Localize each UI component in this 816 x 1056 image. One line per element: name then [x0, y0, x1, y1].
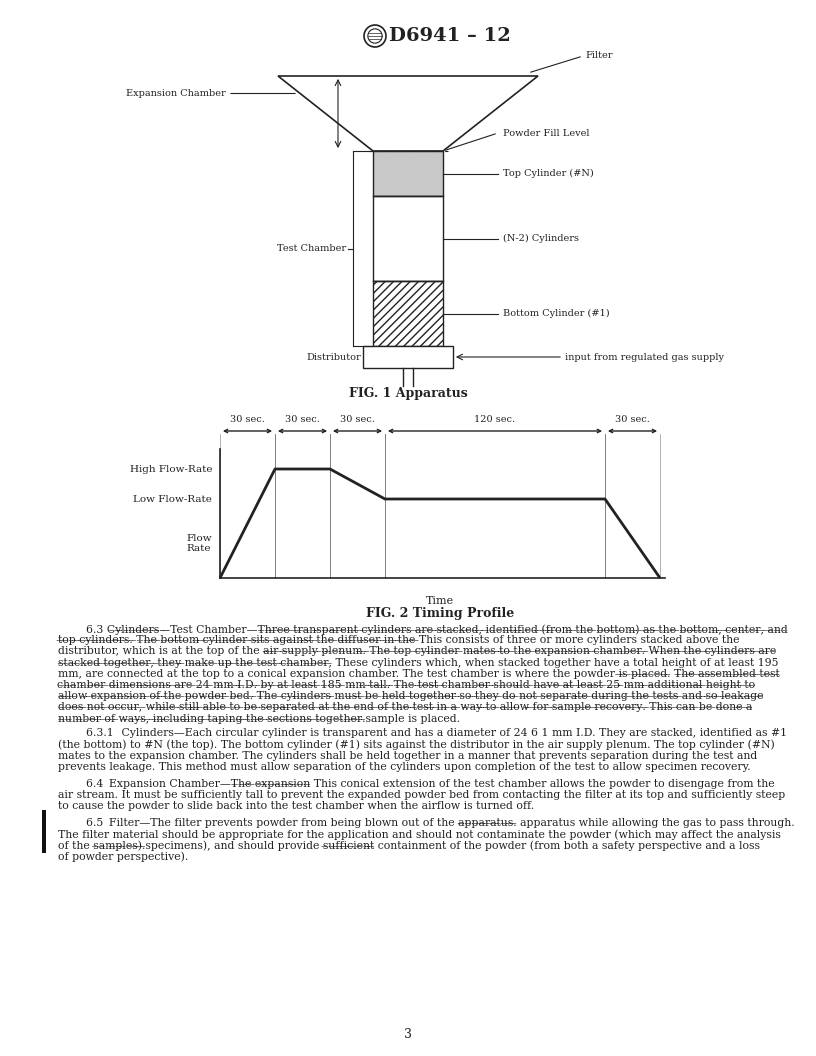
Text: c̶h̶a̶m̶b̶e̶r̶ ̶d̶i̶m̶e̶n̶s̶i̶o̶n̶s̶ ̶a̶r̶e̶ ̶2̶4̶ ̶m̶m̶ ̶I̶.̶D̶.̶ ̶b̶y̶ ̶a̶t̶ ̶: c̶h̶a̶m̶b̶e̶r̶ ̶d̶i̶m̶e̶n̶s̶i̶o̶n̶s̶ ̶a̶… — [58, 680, 756, 690]
Text: a̶l̶l̶o̶w̶ ̶e̶x̶p̶a̶n̶s̶i̶o̶n̶ ̶o̶f̶ ̶t̶h̶e̶ ̶p̶o̶w̶d̶e̶r̶ ̶b̶e̶d̶.̶ ̶T̶h̶e̶ ̶c̶: a̶l̶l̶o̶w̶ ̶e̶x̶p̶a̶n̶s̶i̶o̶n̶ ̶o̶f̶ ̶t̶… — [58, 692, 764, 701]
Text: Filter: Filter — [585, 52, 613, 60]
Text: mm, are connected at the top to a conical expansion chamber. The test chamber is: mm, are connected at the top to a conica… — [58, 668, 780, 679]
Text: s̶t̶a̶c̶k̶e̶d̶ ̶t̶o̶g̶e̶t̶h̶e̶r̶,̶ ̶t̶h̶e̶y̶ ̶m̶a̶k̶e̶ ̶u̶p̶ ̶t̶h̶e̶ ̶t̶e̶s̶t̶ ̶: s̶t̶a̶c̶k̶e̶d̶ ̶t̶o̶g̶e̶t̶h̶e̶r̶,̶ ̶t̶h̶… — [58, 658, 778, 667]
Text: Expansion Chamber: Expansion Chamber — [126, 89, 226, 98]
Text: (the bottom) to #N (the top). The bottom cylinder (#1) sits against the distribu: (the bottom) to #N (the top). The bottom… — [58, 739, 774, 750]
Text: input from regulated gas supply: input from regulated gas supply — [565, 353, 724, 361]
Bar — [373, 281, 443, 346]
Text: prevents leakage. This method must allow separation of the cylinders upon comple: prevents leakage. This method must allow… — [58, 761, 751, 772]
Text: Time: Time — [426, 596, 454, 606]
Bar — [42, 810, 46, 853]
Text: 120 sec.: 120 sec. — [474, 415, 516, 425]
Text: (N-2) Cylinders: (N-2) Cylinders — [503, 234, 579, 243]
Text: 6.5  Filter—The filter prevents powder from being blown out of the a̶p̶p̶a̶r̶a̶t: 6.5 Filter—The filter prevents powder fr… — [86, 817, 795, 828]
Text: Flow
Rate: Flow Rate — [186, 533, 212, 553]
Text: 30 sec.: 30 sec. — [340, 415, 375, 425]
Text: 6.3.1   Cylinders—Each circular cylinder is transparent and has a diameter of 24: 6.3.1 Cylinders—Each circular cylinder i… — [86, 729, 787, 738]
Text: 6.4  Expansion Chamber—T̶h̶e̶ ̶e̶x̶p̶a̶n̶s̶i̶o̶n̶ This conical extension of the : 6.4 Expansion Chamber—T̶h̶e̶ ̶e̶x̶p̶a̶n̶… — [86, 778, 774, 789]
Text: Top Cylinder (#N): Top Cylinder (#N) — [503, 169, 594, 178]
Text: 30 sec.: 30 sec. — [230, 415, 265, 425]
Text: d̶o̶e̶s̶ ̶n̶o̶t̶ ̶o̶c̶c̶u̶r̶,̶ ̶w̶h̶i̶l̶e̶ ̶s̶t̶i̶l̶l̶ ̶a̶b̶l̶e̶ ̶t̶o̶ ̶b̶e̶ ̶s̶: d̶o̶e̶s̶ ̶n̶o̶t̶ ̶o̶c̶c̶u̶r̶,̶ ̶w̶h̶i̶l̶… — [58, 702, 752, 713]
Text: 3: 3 — [404, 1027, 412, 1040]
Text: Bottom Cylinder (#1): Bottom Cylinder (#1) — [503, 309, 610, 318]
Text: t̶o̶p̶ ̶c̶y̶l̶i̶n̶d̶e̶r̶s̶.̶ ̶T̶h̶e̶ ̶b̶o̶t̶t̶o̶m̶ ̶c̶y̶l̶i̶n̶d̶e̶r̶ ̶s̶i̶t̶s̶ ̶: t̶o̶p̶ ̶c̶y̶l̶i̶n̶d̶e̶r̶s̶.̶ ̶T̶h̶e̶ ̶b̶… — [58, 636, 739, 645]
Text: FIG. 2 Timing Profile: FIG. 2 Timing Profile — [366, 606, 514, 620]
Text: distributor, which is at the top of the a̶i̶r̶ ̶s̶u̶p̶p̶l̶y̶ ̶p̶l̶e̶n̶u̶m̶.̶ ̶T̶: distributor, which is at the top of the … — [58, 646, 776, 657]
Text: of powder perspective).: of powder perspective). — [58, 851, 188, 862]
Text: Powder Fill Level: Powder Fill Level — [503, 129, 589, 137]
Text: Low Flow-Rate: Low Flow-Rate — [133, 494, 212, 504]
Text: 30 sec.: 30 sec. — [285, 415, 320, 425]
Text: High Flow-Rate: High Flow-Rate — [130, 465, 212, 473]
Text: of the s̶a̶m̶p̶l̶e̶s̶)̶.̶specimens), and should provide s̶u̶f̶f̶i̶c̶i̶e̶n̶t̶ con: of the s̶a̶m̶p̶l̶e̶s̶)̶.̶specimens), and… — [58, 841, 760, 851]
Text: The filter material should be appropriate for the application and should not con: The filter material should be appropriat… — [58, 829, 781, 840]
Text: mates to the expansion chamber. The cylinders shall be held together in a manner: mates to the expansion chamber. The cyli… — [58, 751, 757, 760]
Text: air stream. It must be sufficiently tall to prevent the expanded powder bed from: air stream. It must be sufficiently tall… — [58, 790, 785, 799]
Bar — [363, 346, 453, 367]
Text: Test Chamber: Test Chamber — [277, 244, 346, 253]
Bar — [373, 151, 443, 196]
Bar — [373, 196, 443, 281]
Text: Distributor: Distributor — [306, 353, 361, 361]
Text: to cause the powder to slide back into the test chamber when the airflow is turn: to cause the powder to slide back into t… — [58, 800, 534, 811]
Text: n̶u̶m̶b̶e̶r̶ ̶o̶f̶ ̶w̶a̶y̶s̶,̶ ̶i̶n̶c̶l̶u̶d̶i̶n̶g̶ ̶t̶a̶p̶i̶n̶g̶ ̶t̶h̶e̶ ̶s̶e̶c̶: n̶u̶m̶b̶e̶r̶ ̶o̶f̶ ̶w̶a̶y̶s̶,̶ ̶i̶n̶c̶l̶… — [58, 714, 460, 723]
Text: D6941 – 12: D6941 – 12 — [389, 27, 511, 45]
Text: FIG. 1 Apparatus: FIG. 1 Apparatus — [348, 386, 468, 399]
Text: 6.3 C̶y̶l̶i̶n̶d̶e̶r̶s̶—̶Test Chamber—T̶h̶r̶e̶e̶ ̶t̶r̶a̶n̶s̶p̶a̶r̶e̶n̶t̶ ̶c̶y̶l̶i: 6.3 C̶y̶l̶i̶n̶d̶e̶r̶s̶—̶Test Chamber—T̶h… — [86, 624, 787, 635]
Text: 30 sec.: 30 sec. — [615, 415, 650, 425]
